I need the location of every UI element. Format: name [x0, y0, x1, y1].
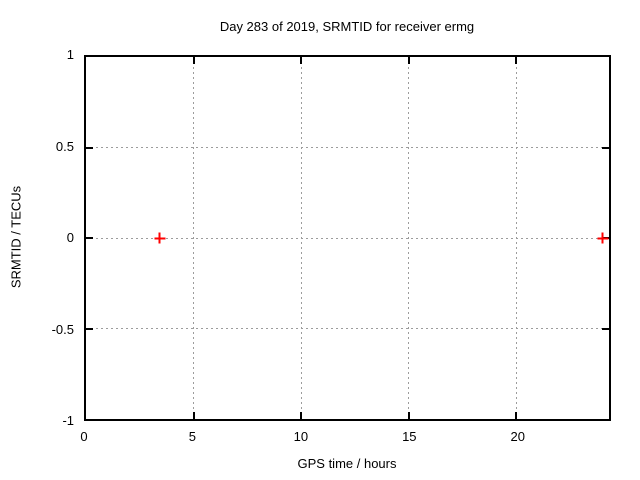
- grid-line-horizontal: [86, 328, 609, 329]
- data-point-marker: [597, 232, 609, 244]
- data-point-marker: [154, 232, 166, 244]
- x-tick-mark: [192, 412, 195, 419]
- y-tick-label: 0: [66, 230, 74, 245]
- y-tick-label: 0.5: [55, 138, 74, 154]
- x-tick-mark: [300, 57, 303, 64]
- x-axis-label: GPS time / hours: [297, 456, 397, 471]
- y-tick-label: -1: [62, 413, 74, 428]
- y-tick-mark: [86, 327, 93, 330]
- x-tick-label: 5: [188, 429, 197, 444]
- x-tick-mark: [407, 412, 410, 419]
- y-tick-label: 1: [66, 47, 74, 62]
- x-tick-label: 15: [402, 429, 417, 444]
- x-tick-label: 10: [293, 429, 309, 444]
- x-tick-mark: [192, 57, 195, 64]
- plot-area: [84, 55, 611, 421]
- y-tick-mark: [86, 146, 93, 149]
- x-tick-mark: [300, 412, 303, 419]
- x-tick-label: 0: [80, 429, 88, 444]
- y-tick-label: -0.5: [51, 321, 74, 337]
- y-tick-mark: [602, 146, 609, 149]
- x-tick-mark: [515, 57, 518, 64]
- grid-line-horizontal: [86, 237, 609, 239]
- x-tick-mark: [515, 412, 518, 419]
- x-tick-label: 20: [510, 429, 525, 444]
- y-tick-mark: [602, 327, 609, 330]
- grid-line-horizontal: [86, 147, 609, 148]
- y-tick-mark: [86, 237, 93, 239]
- x-tick-mark: [407, 57, 410, 64]
- chart-title: Day 283 of 2019, SRMTID for receiver erm…: [219, 19, 475, 34]
